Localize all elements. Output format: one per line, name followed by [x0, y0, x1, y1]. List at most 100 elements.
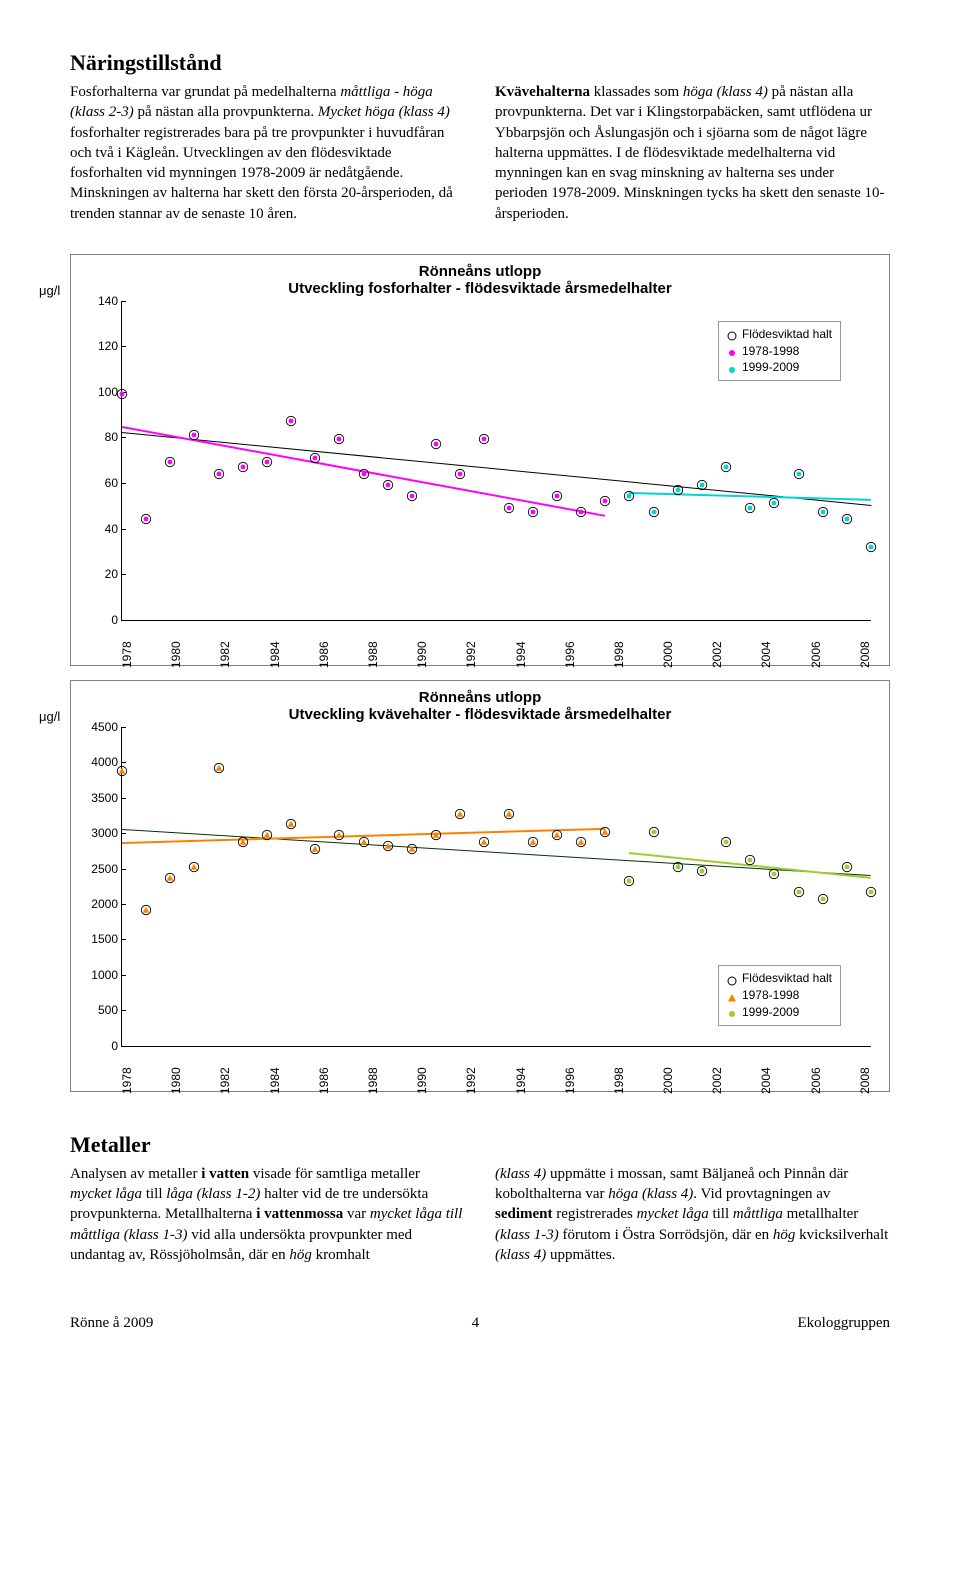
chart1-title-line2: Utveckling fosforhalter - flödesviktade … [79, 280, 881, 297]
data-point [431, 828, 442, 839]
xtick: 2002 [710, 656, 724, 668]
data-point [745, 500, 756, 511]
ytick: 120 [82, 339, 118, 353]
data-point [286, 817, 297, 828]
data-point [817, 891, 828, 902]
data-point [213, 466, 224, 477]
ytick: 500 [82, 1003, 118, 1017]
xtick: 2004 [759, 1082, 773, 1094]
xtick: 1996 [563, 1082, 577, 1094]
ytick: 3000 [82, 826, 118, 840]
data-point [624, 489, 635, 500]
ytick: 20 [82, 567, 118, 581]
data-point [745, 852, 756, 863]
xtick: 1998 [612, 1082, 626, 1094]
data-point [455, 466, 466, 477]
footer-left: Rönne å 2009 [70, 1315, 153, 1332]
data-point [213, 760, 224, 771]
data-point [793, 884, 804, 895]
ytick: 4500 [82, 720, 118, 734]
data-point [648, 505, 659, 516]
data-point [600, 494, 611, 505]
xtick: 2000 [661, 656, 675, 668]
data-point [334, 828, 345, 839]
ytick: 1000 [82, 968, 118, 982]
footer-center: 4 [472, 1315, 480, 1332]
chart1-yunit: μg/l [39, 283, 60, 298]
data-point [672, 859, 683, 870]
xtick: 1986 [317, 1082, 331, 1094]
xtick: 1980 [169, 1082, 183, 1094]
xtick: 1988 [366, 656, 380, 668]
data-point [479, 835, 490, 846]
data-point [648, 824, 659, 835]
data-point [117, 386, 128, 397]
ytick: 3500 [82, 791, 118, 805]
data-point [406, 842, 417, 853]
data-point [769, 496, 780, 507]
chart2-title-line2: Utveckling kvävehalter - flödesviktade å… [79, 706, 881, 723]
xtick: 1978 [120, 1082, 134, 1094]
data-point [261, 455, 272, 466]
xtick: 1986 [317, 656, 331, 668]
data-point [793, 466, 804, 477]
xtick: 1988 [366, 1082, 380, 1094]
legend-item: 1978-1998 [727, 343, 832, 360]
data-point [696, 478, 707, 489]
data-point [576, 835, 587, 846]
legend-item: 1978-1998 [727, 987, 832, 1004]
ytick: 4000 [82, 755, 118, 769]
data-point [237, 835, 248, 846]
data-point [189, 427, 200, 438]
chart1-container: Rönneåns utlopp Utveckling fosforhalter … [70, 254, 890, 666]
data-point [624, 874, 635, 885]
xtick: 1984 [268, 1082, 282, 1094]
data-point [261, 828, 272, 839]
xtick: 2006 [809, 1082, 823, 1094]
data-point [600, 824, 611, 835]
xtick: 1992 [464, 656, 478, 668]
section2-heading: Metaller [70, 1132, 890, 1158]
ytick: 140 [82, 294, 118, 308]
xtick: 1994 [514, 1082, 528, 1094]
section2-columns: Analysen av metaller i vatten visade för… [70, 1164, 890, 1265]
xtick: 1982 [218, 1082, 232, 1094]
trendline [122, 829, 871, 876]
legend-item: 1999-2009 [727, 359, 832, 376]
chart1-title-line1: Rönneåns utlopp [79, 263, 881, 280]
data-point [310, 450, 321, 461]
data-point [672, 482, 683, 493]
data-point [769, 867, 780, 878]
data-point [527, 505, 538, 516]
chart2-xlabels: 1978198019821984198619881990199219941996… [121, 1051, 871, 1087]
xtick: 2000 [661, 1082, 675, 1094]
chart1-xlabels: 1978198019821984198619881990199219941996… [121, 625, 871, 661]
xtick: 1982 [218, 656, 232, 668]
data-point [576, 505, 587, 516]
ytick: 40 [82, 522, 118, 536]
data-point [310, 842, 321, 853]
section1-heading: Näringstillstånd [70, 50, 890, 76]
data-point [866, 884, 877, 895]
data-point [551, 828, 562, 839]
section1-right: Kvävehalterna klassades som höga (klass … [495, 82, 890, 224]
data-point [503, 500, 514, 511]
chart-legend: Flödesviktad halt1978-19981999-2009 [718, 321, 841, 381]
ytick: 0 [82, 1039, 118, 1053]
xtick: 2004 [759, 656, 773, 668]
ytick: 0 [82, 613, 118, 627]
section2-left: Analysen av metaller i vatten visade för… [70, 1164, 465, 1265]
xtick: 1984 [268, 656, 282, 668]
xtick: 1978 [120, 656, 134, 668]
data-point [503, 806, 514, 817]
xtick: 2006 [809, 656, 823, 668]
data-point [382, 838, 393, 849]
section1-columns: Fosforhalterna var grundat på medelhalte… [70, 82, 890, 224]
data-point [721, 459, 732, 470]
footer-right: Ekologgruppen [798, 1315, 890, 1332]
chart2-title: Rönneåns utlopp Utveckling kvävehalter -… [79, 689, 881, 723]
data-point [189, 859, 200, 870]
section1-left: Fosforhalterna var grundat på medelhalte… [70, 82, 465, 224]
legend-item: 1999-2009 [727, 1004, 832, 1021]
data-point [551, 489, 562, 500]
